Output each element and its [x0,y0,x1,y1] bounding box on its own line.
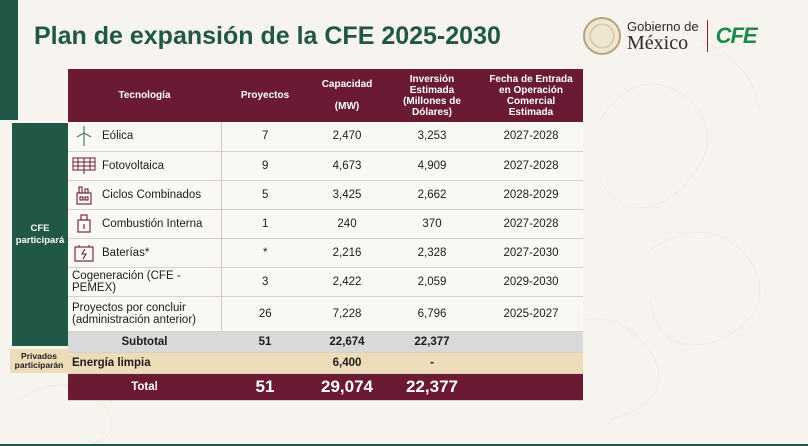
gobierno-line-2: México [627,31,689,54]
cfe-logo: CFE [715,23,758,48]
proj-cell: 1 [221,209,309,239]
privados-participaran-label: Privados participarán [10,349,68,373]
table-row: Baterías* * 2,216 2,328 2027-2030 [68,238,583,268]
fecha-cell: 2027-2028 [479,151,583,181]
header-proyectos: Proyectos [221,69,309,122]
cap-cell: 2,216 [309,238,385,268]
cap-cell: 3,425 [309,180,385,210]
inv-cell: 2,662 [385,180,479,210]
table-row: Proyectos por concluir (administración a… [68,296,583,332]
fecha-cell: 2029-2030 [479,267,583,297]
total-proj: 51 [221,373,309,401]
inv-cell: 3,253 [385,122,479,152]
tech-label: Combustión Interna [102,217,203,230]
gobierno-logo: Gobierno de México [627,20,699,53]
header-inversion: Inversión Estimada (Millones de Dólares) [385,69,479,122]
cfe-participara-text: CFE participará [15,223,65,246]
inv-cell: 2,059 [385,267,479,297]
table-row: Cogeneración (CFE - PEMEX) 3 2,422 2,059… [68,267,583,297]
total-row: Total 51 29,074 22,377 [68,373,583,401]
inv-cell: 6,796 [385,296,479,332]
total-cap: 29,074 [309,373,385,401]
logo-block: Gobierno de México CFE [583,14,788,58]
engine-icon [72,213,96,235]
header-tecnologia: Tecnología [68,69,221,122]
cap-cell: 7,228 [309,296,385,332]
table-row: Eólica 7 2,470 3,253 2027-2028 [68,122,583,152]
proj-cell: 7 [221,122,309,152]
tech-label: Eólica [102,130,134,143]
power-plant-icon [72,184,96,206]
battery-icon [72,242,96,264]
privados-participaran-text: Privados participarán [14,350,64,370]
header-capacidad: Capacidad (MW) [309,69,385,122]
header-fecha: Fecha de Entrada en Operación Comercial … [479,69,583,122]
energia-inv: - [385,352,479,374]
proj-cell: 9 [221,151,309,181]
energia-label: Energía limpia [68,352,221,374]
fecha-cell: 2027-2028 [479,122,583,152]
wind-turbine-icon [72,125,96,147]
cap-cell: 240 [309,209,385,239]
subtotal-inv: 22,377 [385,331,479,353]
fecha-cell: 2025-2027 [479,296,583,332]
inv-cell: 370 [385,209,479,239]
tech-label: Ciclos Combinados [102,188,202,201]
gobierno-line-1: Gobierno de [627,18,699,34]
cfe-participara-label: CFE participará [12,123,68,346]
subtotal-row: Subtotal 51 22,674 22,377 [68,331,583,353]
energia-limpia-row: Energía limpia 6,400 - [68,352,583,374]
logo-divider [706,20,708,52]
table-header-row: Tecnología Proyectos Capacidad (MW) Inve… [68,69,583,122]
national-seal-icon [583,17,621,55]
bottom-accent-bar [0,444,808,446]
tech-label: Baterías* [102,246,150,259]
green-accent-bar [0,0,18,120]
inv-cell: 4,909 [385,151,479,181]
tech-label: Cogeneración (CFE - PEMEX) [72,269,181,294]
fecha-cell: 2028-2029 [479,180,583,210]
fecha-cell: 2027-2030 [479,238,583,268]
total-label: Total [68,373,221,401]
proj-cell: * [221,238,309,268]
tech-label: Fotovoltaica [102,159,165,172]
fecha-cell: 2027-2028 [479,209,583,239]
solar-panel-icon [72,155,96,177]
tech-label: Proyectos por concluir (administración a… [72,301,196,326]
page-title: Plan de expansión de la CFE 2025-2030 [34,22,501,50]
table-row: Combustión Interna 1 240 370 2027-2028 [68,209,583,239]
proj-cell: 3 [221,267,309,297]
subtotal-label: Subtotal [68,331,221,353]
subtotal-cap: 22,674 [309,331,385,353]
inv-cell: 2,328 [385,238,479,268]
cap-cell: 2,470 [309,122,385,152]
table-row: Fotovoltaica 9 4,673 4,909 2027-2028 [68,151,583,181]
proj-cell: 5 [221,180,309,210]
expansion-table: Tecnología Proyectos Capacidad (MW) Inve… [68,69,583,401]
cap-cell: 4,673 [309,151,385,181]
subtotal-proj: 51 [221,331,309,353]
energia-cap: 6,400 [309,352,385,374]
cap-cell: 2,422 [309,267,385,297]
proj-cell: 26 [221,296,309,332]
table-row: Ciclos Combinados 5 3,425 2,662 2028-202… [68,180,583,210]
total-inv: 22,377 [385,373,479,401]
